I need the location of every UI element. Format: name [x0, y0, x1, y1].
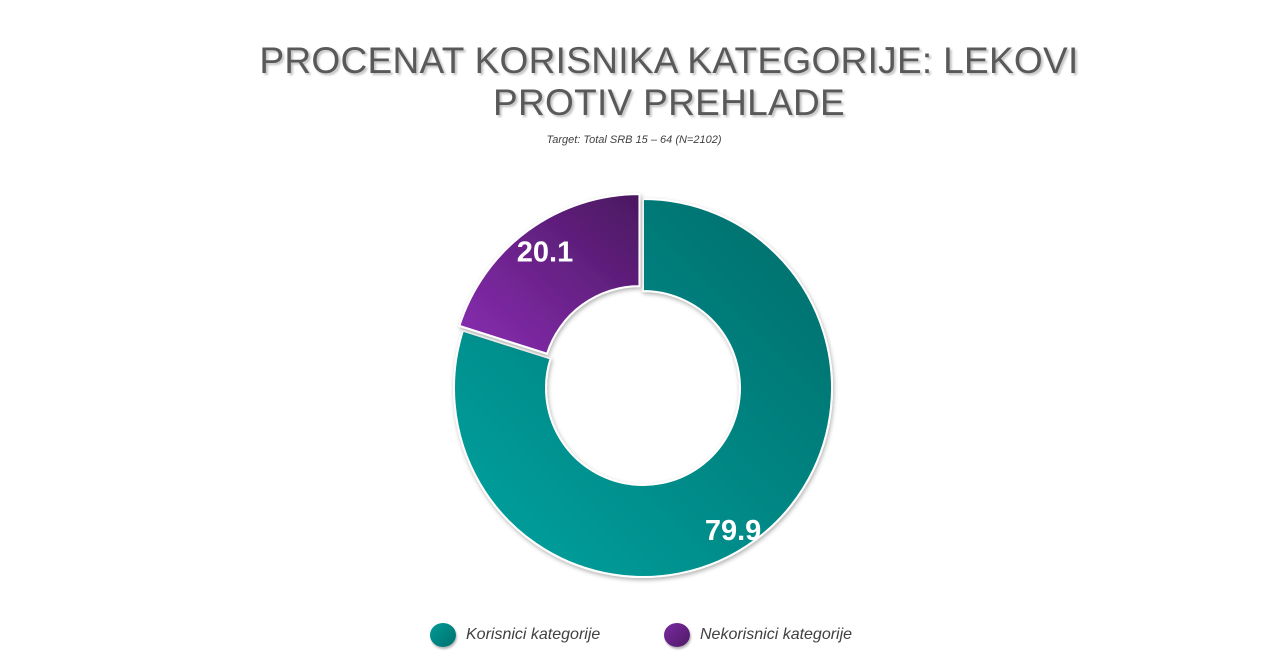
chart-title-line-1: PROCENAT KORISNIKA KATEGORIJE: LEKOVI [259, 40, 1079, 81]
legend-label-korisnici: Korisnici kategorije [466, 626, 601, 643]
legend-item-nekorisnici: Nekorisnici kategorije [664, 620, 852, 650]
legend-swatch-nekorisnici [664, 623, 690, 647]
chart-title-line-2: PROTIV PREHLADE [493, 82, 845, 123]
chart-subtitle: Target: Total SRB 15 – 64 (N=2102) [546, 134, 722, 146]
legend-item-korisnici: Korisnici kategorije [430, 620, 600, 650]
legend-swatch-korisnici [430, 623, 456, 647]
data-label-korisnici: 79.9 [705, 515, 761, 547]
donut-slice-nekorisnici [458, 193, 641, 356]
chart-legend: Korisnici kategorije Nekorisnici kategor… [0, 620, 1280, 650]
legend-label-nekorisnici: Nekorisnici kategorije [700, 626, 853, 643]
donut-slice-korisnici [453, 197, 833, 578]
data-label-nekorisnici: 20.1 [517, 237, 573, 269]
